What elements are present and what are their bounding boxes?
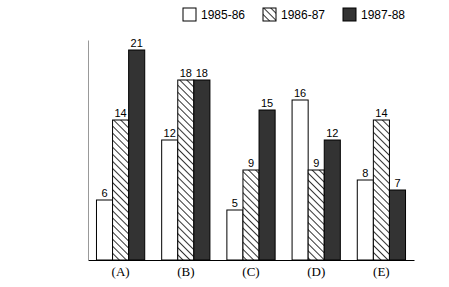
bar — [373, 120, 389, 260]
data-label: 9 — [313, 157, 319, 169]
bar — [113, 120, 129, 260]
chart: 6 12 5 16 8 14 18 9 9 14 21 18 15 12 7 (A) (B) (C) (D) (E) 1… — [0, 0, 449, 287]
y-axis — [88, 41, 89, 261]
legend-label: 1985-86 — [201, 8, 245, 22]
bar — [357, 180, 373, 260]
bar — [162, 140, 178, 260]
legend-label: 1986-87 — [281, 8, 325, 22]
legend-item: 1986-87 — [263, 8, 325, 22]
data-label: 7 — [394, 177, 400, 189]
data-label: 18 — [180, 67, 192, 79]
x-axis-line — [89, 260, 415, 261]
x-tick: (D) — [307, 264, 325, 279]
x-tick: (B) — [177, 264, 194, 279]
legend-swatch — [343, 8, 356, 21]
data-labels: 6 12 5 16 8 14 18 9 9 14 21 18 15 12 7 — [101, 37, 400, 209]
bars — [96, 50, 405, 260]
bar — [259, 110, 275, 260]
data-label: 9 — [248, 157, 254, 169]
legend-label: 1987-88 — [361, 8, 405, 22]
x-tick: (A) — [112, 264, 130, 279]
x-tick: (E) — [373, 264, 390, 279]
data-label: 15 — [261, 97, 273, 109]
data-label: 5 — [232, 197, 238, 209]
bar — [308, 170, 324, 260]
bar — [129, 50, 145, 260]
data-label: 12 — [326, 127, 338, 139]
y-axis-line — [88, 41, 89, 261]
legend-item: 1987-88 — [343, 8, 405, 22]
data-label: 16 — [294, 87, 306, 99]
data-label: 14 — [114, 107, 126, 119]
bar — [194, 80, 210, 260]
data-label: 14 — [375, 107, 387, 119]
x-tick-label: (B) — [177, 264, 194, 279]
x-tick-label: (D) — [307, 264, 325, 279]
bar — [227, 210, 243, 260]
bar — [96, 200, 112, 260]
legend-swatch — [183, 8, 196, 21]
x-tick-label: (A) — [112, 264, 130, 279]
data-label: 21 — [131, 37, 143, 49]
bar — [178, 80, 194, 260]
legend-swatch — [263, 8, 276, 21]
x-tick-label: (C) — [242, 264, 259, 279]
data-label: 18 — [196, 67, 208, 79]
bar — [243, 170, 259, 260]
data-label: 6 — [101, 187, 107, 199]
bar — [292, 100, 308, 260]
data-label: 12 — [164, 127, 176, 139]
bar — [324, 140, 340, 260]
legend-item: 1985-86 — [183, 8, 245, 22]
legend: 1985-86 1986-87 1987-88 — [183, 8, 405, 22]
data-label: 8 — [362, 167, 368, 179]
bar — [389, 190, 405, 260]
x-tick: (C) — [242, 264, 259, 279]
x-axis: (A) (B) (C) (D) (E) — [89, 261, 415, 280]
x-tick-label: (E) — [373, 264, 390, 279]
